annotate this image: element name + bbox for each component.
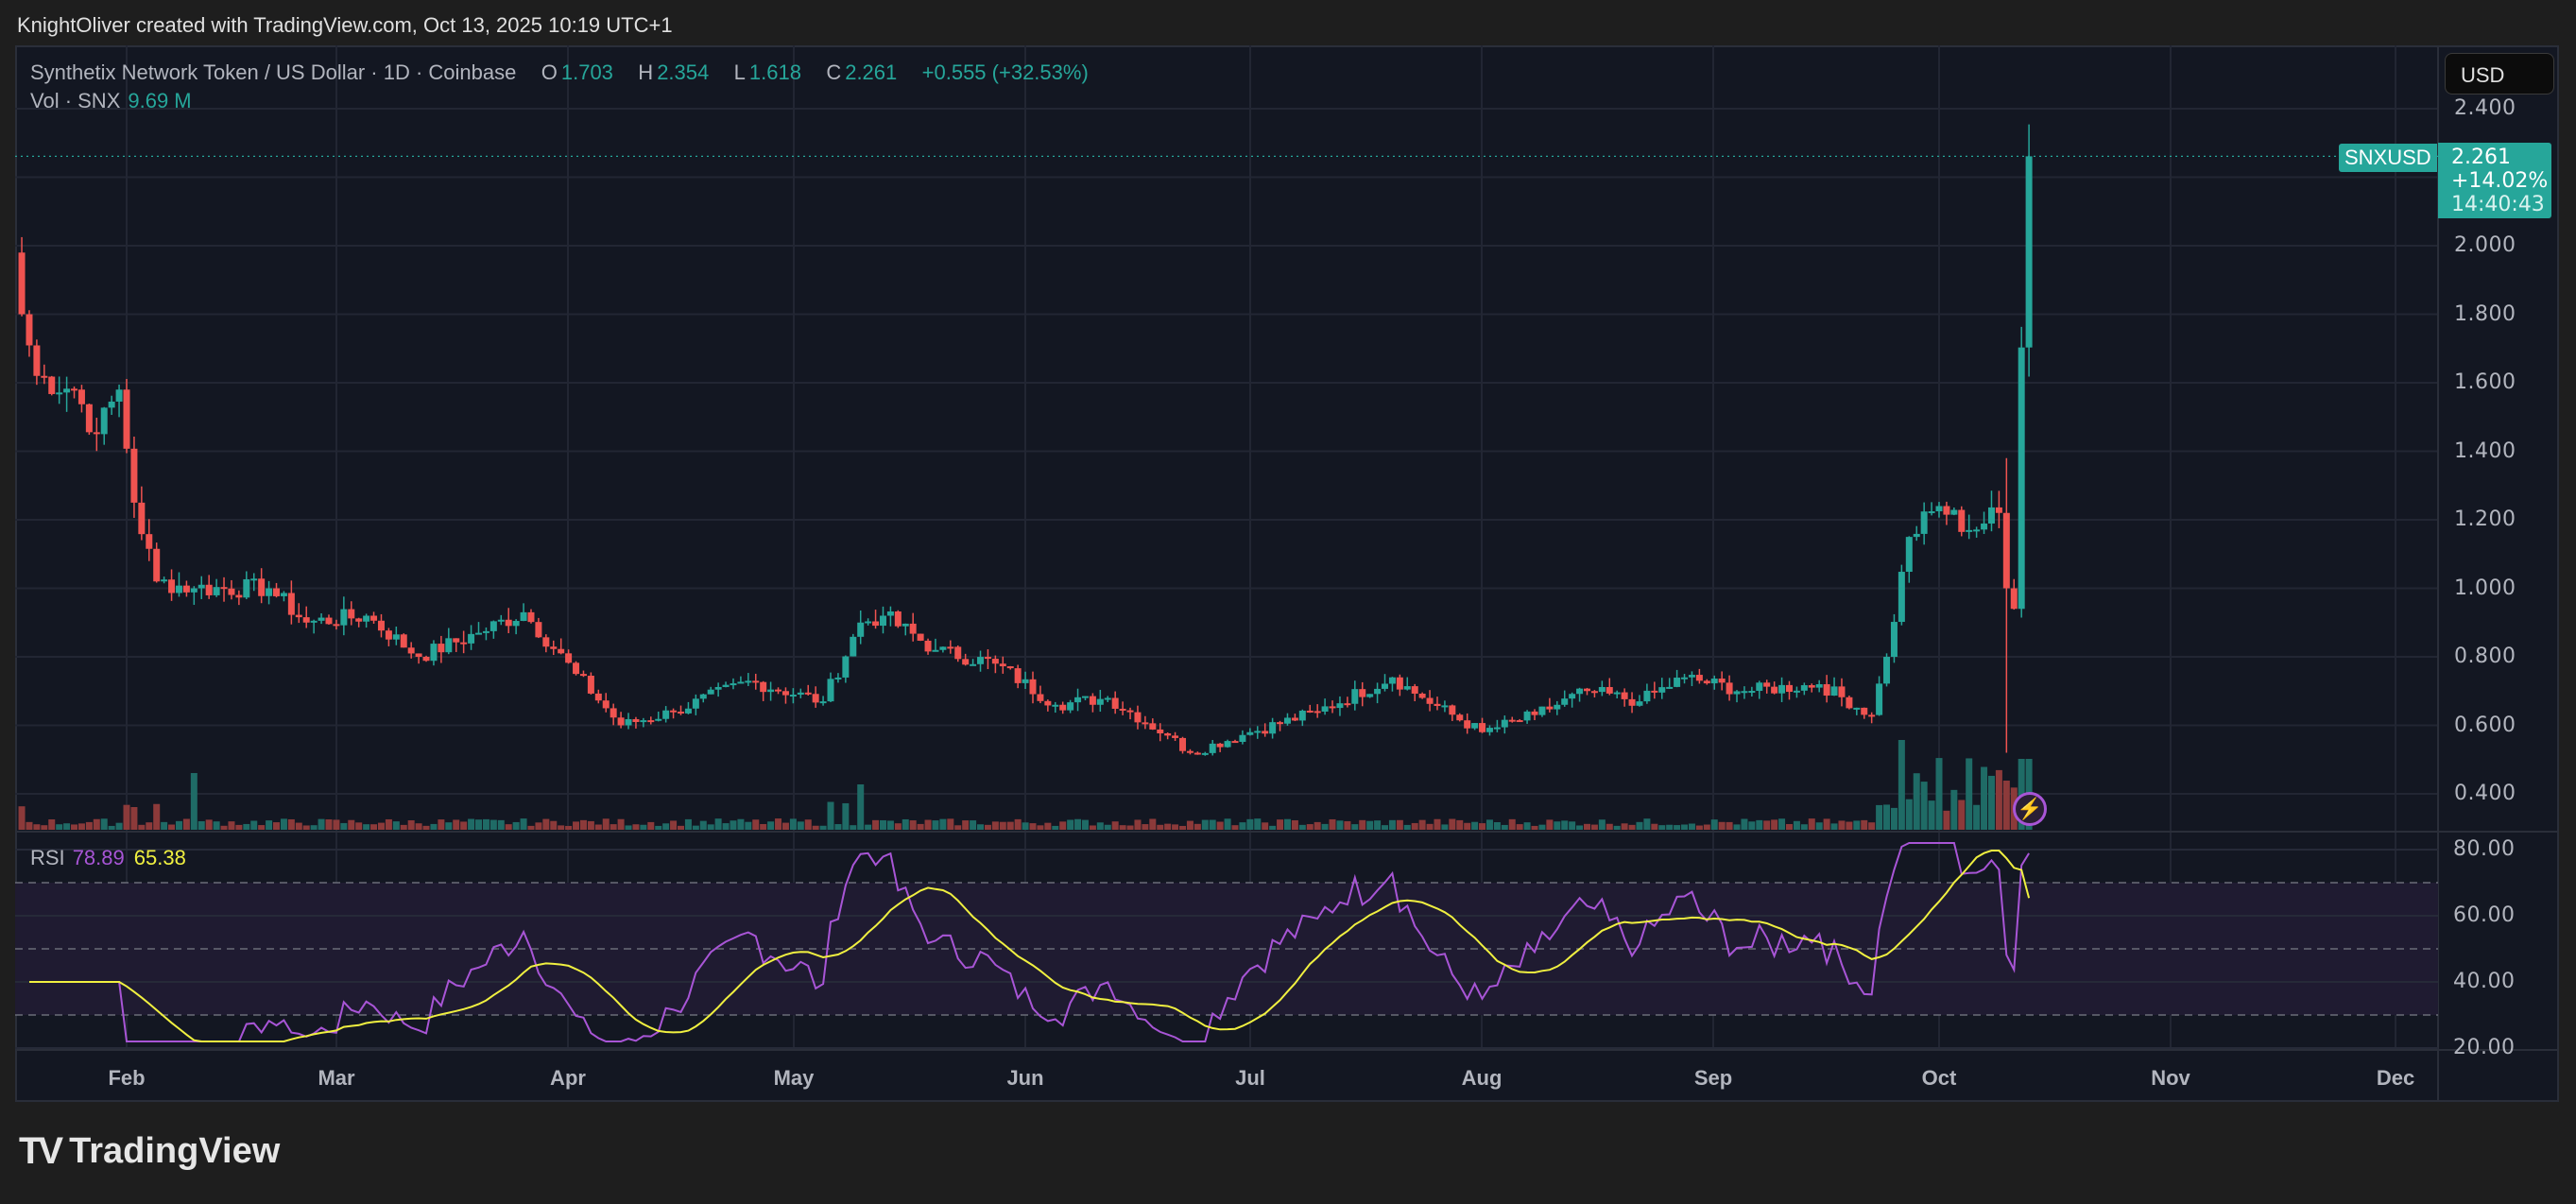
price-tick: 2.400 (2454, 96, 2516, 120)
month-label: Jul (1235, 1066, 1265, 1090)
month-label: Aug (1461, 1066, 1503, 1090)
symbol-title[interactable]: Synthetix Network Token / US Dollar · 1D… (30, 60, 517, 84)
tradingview-logo-icon: TV (19, 1130, 63, 1172)
price-tick: 1.600 (2454, 370, 2516, 394)
month-label: Dec (2376, 1066, 2415, 1090)
price-tick: 0.600 (2454, 713, 2516, 737)
price-tick: 2.000 (2454, 233, 2516, 257)
open-value: 1.703 (560, 60, 613, 84)
low-value: 1.618 (748, 60, 801, 84)
last-price: 2.261 (2451, 146, 2511, 169)
price-tick: 1.200 (2454, 507, 2516, 531)
rsi-tick: 60.00 (2453, 903, 2516, 927)
chart-canvas[interactable] (15, 45, 2559, 1102)
rsi-ma-value: 65.38 (133, 846, 186, 869)
rsi-legend: RSI 78.89 65.38 (30, 846, 186, 870)
rsi-tick: 20.00 (2453, 1036, 2516, 1055)
symbol-price-tag: SNXUSD (2339, 144, 2437, 172)
month-label: Feb (108, 1066, 146, 1090)
volume-label[interactable]: Vol · SNX (30, 89, 121, 112)
symbol-legend: Synthetix Network Token / US Dollar · 1D… (30, 60, 1092, 91)
month-label: May (773, 1066, 815, 1090)
brand-name: TradingView (69, 1131, 281, 1171)
price-tick: 0.400 (2454, 782, 2516, 805)
close-label: C (826, 60, 842, 84)
month-label: Sep (1693, 1066, 1733, 1090)
currency-button[interactable]: USD (2445, 53, 2554, 95)
low-label: L (733, 60, 746, 84)
rsi-tick: 40.00 (2453, 970, 2516, 993)
chart-credit: KnightOliver created with TradingView.co… (17, 13, 673, 37)
month-label: Nov (2151, 1066, 2190, 1090)
last-price-tag: 2.261 +14.02% 14:40:43 (2438, 143, 2551, 218)
month-label: Jun (1006, 1066, 1044, 1090)
high-value: 2.354 (657, 60, 710, 84)
rsi-tick: 80.00 (2453, 837, 2516, 861)
close-value: 2.261 (845, 60, 898, 84)
tradingview-brand: TV TradingView (19, 1130, 280, 1173)
month-label: Oct (1921, 1066, 1957, 1090)
lightning-icon[interactable]: ⚡ (2013, 792, 2047, 826)
month-label: Apr (550, 1066, 586, 1090)
price-tick: 1.000 (2454, 576, 2516, 600)
volume-value: 9.69 M (128, 89, 192, 112)
bar-countdown: 14:40:43 (2451, 193, 2545, 216)
rsi-value: 78.89 (72, 846, 125, 869)
rsi-label[interactable]: RSI (30, 846, 65, 869)
price-tick: 1.800 (2454, 301, 2516, 326)
price-tick: 1.400 (2454, 439, 2516, 463)
volume-legend: Vol · SNX 9.69 M (30, 89, 192, 113)
last-change-pct: +14.02% (2451, 169, 2549, 193)
change-value: +0.555 (+32.53%) (921, 60, 1089, 84)
open-label: O (541, 60, 558, 84)
high-label: H (638, 60, 654, 84)
price-tick: 0.800 (2454, 645, 2516, 668)
month-label: Mar (318, 1066, 355, 1090)
